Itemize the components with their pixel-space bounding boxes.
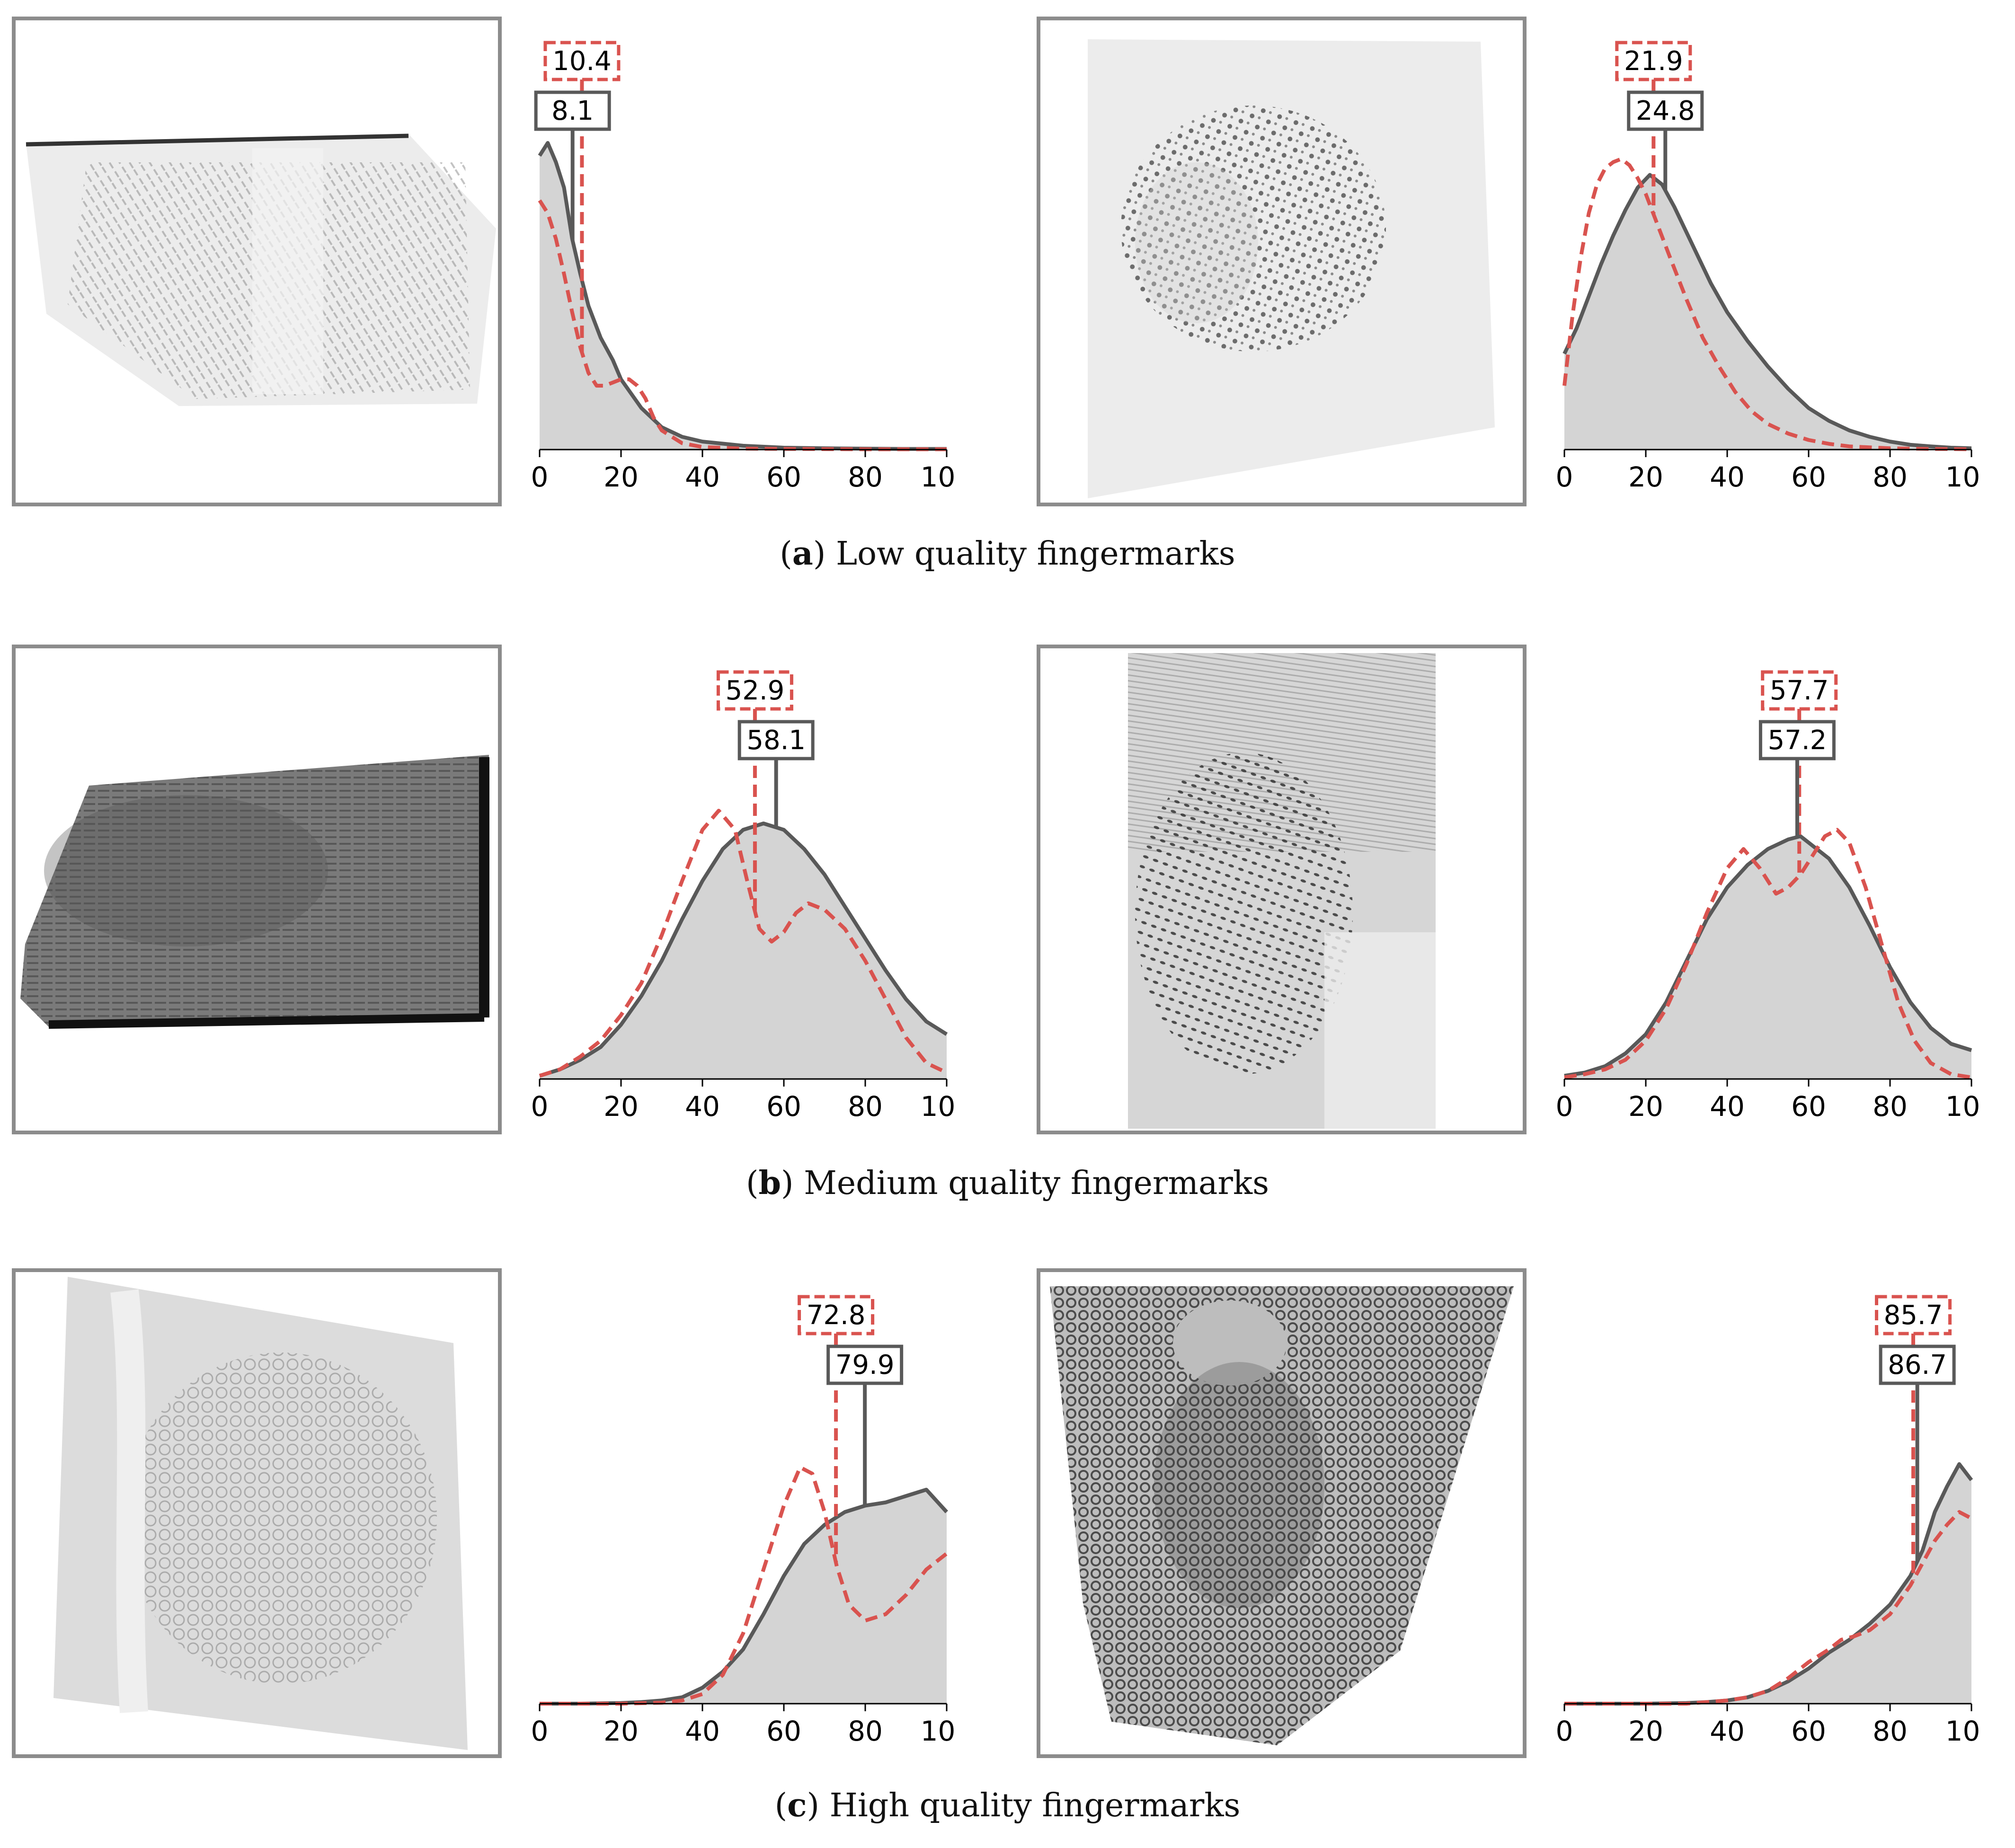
x-tick-label: 100 (921, 1090, 956, 1123)
fingermark-image-b-left (12, 645, 502, 1134)
x-tick-label: 0 (1556, 461, 1573, 493)
x-tick-label: 100 (1945, 461, 1981, 493)
fit-label: 57.7 (1770, 675, 1829, 706)
fit-line (539, 809, 948, 1078)
measured-line (1564, 834, 1972, 1078)
measured-label: 79.9 (835, 1350, 895, 1380)
fingermark-image-a-left (12, 17, 502, 506)
x-tick-label: 20 (604, 461, 639, 493)
x-tick-label: 40 (1710, 1090, 1745, 1123)
caption-b: (b) Medium quality fingermarks (746, 1164, 1269, 1202)
histogram-a-right: 0 20 40 60 80 100 21.9 24.8 (1556, 41, 1981, 493)
x-tick-label: 0 (531, 1715, 549, 1747)
x-tick-label: 60 (1791, 1090, 1826, 1123)
histogram-b-left: 0 20 40 60 80 100 52.9 58.1 (531, 670, 956, 1123)
x-tick-label: 80 (848, 1090, 883, 1123)
fit-label: 10.4 (552, 46, 612, 77)
x-tick-label: 60 (1791, 461, 1826, 493)
x-tick-label: 60 (766, 1090, 801, 1123)
measured-label-box (1758, 720, 1836, 760)
fit-label: 85.7 (1884, 1300, 1943, 1331)
fit-label-box (1615, 41, 1692, 81)
x-tick-label: 20 (1628, 1090, 1663, 1123)
fit-label-box (1875, 1295, 1952, 1335)
x-tick-label: 60 (1791, 1715, 1826, 1747)
measured-line (1562, 173, 1972, 451)
fit-label-box (1761, 670, 1838, 711)
measured-label-box (826, 1344, 904, 1385)
x-tick-label: 80 (1873, 1090, 1908, 1123)
measured-label: 8.1 (551, 96, 594, 126)
x-tick-label: 40 (685, 1090, 720, 1123)
x-tick-label: 60 (766, 461, 801, 493)
fit-line (540, 1465, 948, 1706)
measured-area (1564, 836, 1971, 1079)
x-tick-label: 20 (1628, 1715, 1663, 1747)
measured-area (540, 823, 947, 1079)
fit-label-box (798, 1295, 875, 1335)
fingermark-image-a-right (1037, 17, 1527, 506)
fit-label: 52.9 (726, 675, 785, 706)
x-tick-label: 100 (1945, 1715, 1981, 1747)
x-tick-label: 0 (531, 1090, 549, 1123)
x-tick-label: 100 (921, 1715, 956, 1747)
x-tick-label: 80 (1873, 1715, 1908, 1747)
fingermark-image-b-right (1037, 645, 1527, 1134)
measured-label-box (534, 90, 611, 131)
fingermark-image-c-left (12, 1268, 502, 1758)
x-tick-label: 40 (685, 1715, 720, 1747)
x-tick-label: 60 (766, 1715, 801, 1747)
histogram-b-right: 0 20 40 60 80 100 57.7 57.2 (1556, 670, 1981, 1123)
measured-label: 57.2 (1768, 725, 1827, 756)
x-tick-label: 20 (1628, 461, 1663, 493)
fingermark-image-c-right (1037, 1268, 1527, 1758)
measured-label-box (737, 720, 815, 760)
histogram-c-left: 0 20 40 60 80 100 72.8 79.9 (531, 1295, 956, 1747)
x-tick-label: 0 (1556, 1090, 1573, 1123)
measured-line (538, 141, 947, 451)
measured-label-box (1627, 90, 1704, 131)
x-tick-label: 80 (1873, 461, 1908, 493)
fit-label: 21.9 (1624, 46, 1683, 77)
x-tick-label: 40 (685, 461, 720, 493)
x-tick-label: 100 (921, 461, 956, 493)
measured-label: 24.8 (1636, 96, 1695, 126)
measured-area (1564, 175, 1971, 450)
x-tick-label: 80 (848, 1715, 883, 1747)
x-tick-label: 40 (1710, 461, 1745, 493)
measured-label: 86.7 (1888, 1350, 1947, 1380)
measured-area (540, 143, 947, 450)
measured-area (1564, 1464, 1971, 1704)
fit-label-box (716, 670, 793, 711)
measured-line (539, 822, 948, 1078)
measured-area (540, 1489, 947, 1704)
x-tick-label: 20 (604, 1090, 639, 1123)
x-tick-label: 100 (1945, 1090, 1981, 1123)
x-tick-label: 40 (1710, 1715, 1745, 1747)
measured-label: 58.1 (746, 725, 806, 756)
fit-line (1562, 157, 1972, 451)
histogram-c-right: 0 20 40 60 80 100 85.7 86.7 (1556, 1295, 1981, 1747)
fit-label-box (543, 41, 621, 81)
x-tick-label: 0 (531, 461, 549, 493)
x-tick-label: 80 (848, 461, 883, 493)
fit-line (538, 199, 947, 451)
caption-a: (a) Low quality fingermarks (780, 535, 1235, 573)
histogram-a-left: 0 20 40 60 80 100 10.4 8.1 (531, 41, 956, 493)
measured-label-box (1879, 1344, 1956, 1385)
fit-label: 72.8 (807, 1300, 866, 1331)
x-tick-label: 0 (1556, 1715, 1573, 1747)
caption-c: (c) High quality fingermarks (774, 1786, 1241, 1824)
fit-line (1564, 1510, 1972, 1706)
x-tick-label: 20 (604, 1715, 639, 1747)
